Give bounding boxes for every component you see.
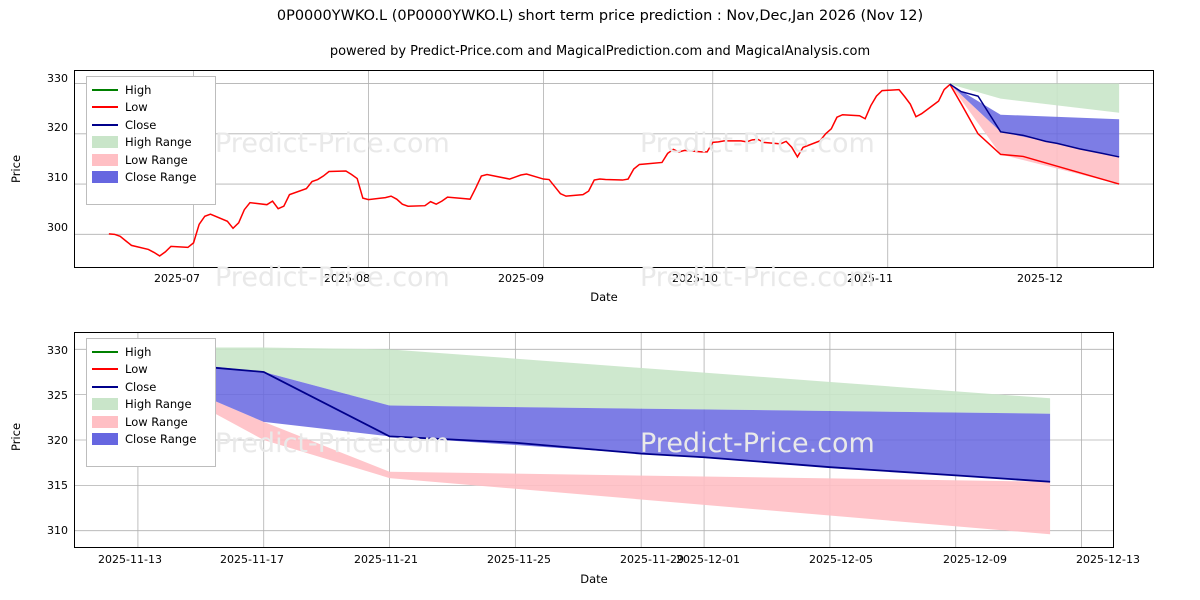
top-plot-area [74,70,1154,268]
bottom-xtick-8: 2025-12-13 [1053,553,1163,566]
top-ytick-310: 310 [24,171,68,184]
top-xtick-4: 2025-11 [815,272,925,285]
bottom-yaxis-label: Price [9,407,23,467]
top-ytick-320: 320 [24,121,68,134]
legend-item-low-range: Low Range [92,413,209,431]
top-xtick-5: 2025-12 [985,272,1095,285]
legend-key-low-range-patch [92,154,118,166]
top-xtick-1: 2025-08 [292,272,402,285]
top-ytick-300: 300 [24,221,68,234]
bottom-xtick-1: 2025-11-17 [197,553,307,566]
bottom-chart-panel: 330 325 320 315 310 2025-11-13 2025-11-1… [0,310,1200,600]
legend-item-close-range: Close Range [92,431,209,449]
legend-item-low-range: Low Range [92,151,209,169]
top-yaxis-label: Price [9,139,23,199]
legend-key-high-line [92,84,118,96]
legend-label-high-range: High Range [125,397,192,411]
bottom-ytick-325: 325 [24,389,68,402]
bottom-ytick-320: 320 [24,434,68,447]
bottom-ytick-315: 315 [24,479,68,492]
bottom-xtick-0: 2025-11-13 [75,553,185,566]
bottom-ytick-310: 310 [24,524,68,537]
legend-label-low: Low [125,100,148,114]
legend-item-close: Close [92,116,209,134]
legend-item-low: Low [92,99,209,117]
legend-item-high-range: High Range [92,396,209,414]
legend-label-low: Low [125,362,148,376]
legend-label-high: High [125,345,151,359]
legend-item-high-range: High Range [92,134,209,152]
legend-key-high-range-patch [92,136,118,148]
bottom-plot-area [74,332,1114,548]
legend-item-low: Low [92,361,209,379]
bottom-xtick-6: 2025-12-05 [786,553,896,566]
top-xtick-0: 2025-07 [122,272,232,285]
legend-item-high: High [92,343,209,361]
top-xaxis-label: Date [544,290,664,304]
legend-label-low-range: Low Range [125,415,188,429]
top-xtick-3: 2025-10 [640,272,750,285]
legend-label-close: Close [125,118,156,132]
bottom-xtick-2: 2025-11-21 [331,553,441,566]
top-ytick-330: 330 [24,72,68,85]
top-xtick-2: 2025-09 [466,272,576,285]
legend-key-close-line [92,381,118,393]
legend-item-high: High [92,81,209,99]
bottom-xtick-5: 2025-12-01 [653,553,763,566]
legend-label-high: High [125,83,151,97]
bottom-xtick-3: 2025-11-25 [464,553,574,566]
legend-item-close-range: Close Range [92,169,209,187]
legend-label-close: Close [125,380,156,394]
legend-key-low-line [92,101,118,113]
legend-key-high-line [92,346,118,358]
legend-item-close: Close [92,378,209,396]
chart-page: 0P0000YWKO.L (0P0000YWKO.L) short term p… [0,0,1200,600]
top-legend: High Low Close High Range Low Range Clos… [86,76,216,205]
legend-label-close-range: Close Range [125,432,196,446]
legend-key-low-line [92,363,118,375]
legend-key-close-line [92,119,118,131]
legend-key-low-range-patch [92,416,118,428]
bottom-xtick-7: 2025-12-09 [920,553,1030,566]
legend-key-high-range-patch [92,398,118,410]
legend-label-close-range: Close Range [125,170,196,184]
legend-key-close-range-patch [92,171,118,183]
legend-label-high-range: High Range [125,135,192,149]
bottom-legend: High Low Close High Range Low Range Clos… [86,338,216,467]
legend-label-low-range: Low Range [125,153,188,167]
legend-key-close-range-patch [92,433,118,445]
bottom-xaxis-label: Date [534,572,654,586]
bottom-ytick-330: 330 [24,344,68,357]
top-chart-panel: 330 320 310 300 2025-07 2025-08 2025-09 … [0,0,1200,310]
